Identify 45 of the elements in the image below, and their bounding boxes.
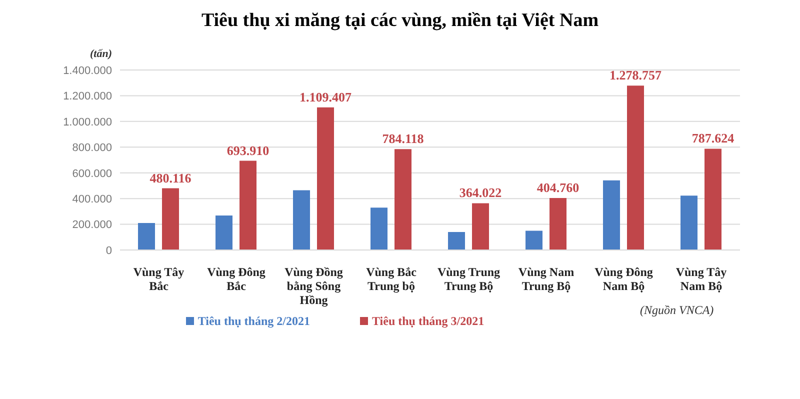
y-tick-label: 800.000 <box>72 142 112 154</box>
y-tick-label: 600.000 <box>72 168 112 180</box>
bar <box>317 107 334 250</box>
bar <box>293 190 310 250</box>
x-tick-label: Vùng Đông Bắc <box>207 265 266 293</box>
data-label: 1.109.407 <box>300 89 352 104</box>
y-tick-label: 1.200.000 <box>63 90 112 103</box>
bar <box>370 208 388 250</box>
bar <box>240 160 256 250</box>
x-tick-label: Vùng Đông Nam Bộ <box>594 265 653 293</box>
text: (Nguồn VNCA) <box>640 303 714 318</box>
legend-label: Tiêu thụ tháng 3/2021 <box>372 314 484 328</box>
x-tick-label: Vùng Tây Bắc <box>133 265 184 293</box>
x-tick-label: Vùng Nam Trung Bộ <box>518 265 574 293</box>
data-label: 784.118 <box>382 131 424 146</box>
x-tick-label: Vùng Tây Nam Bộ <box>676 265 727 293</box>
legend-label: Tiêu thụ tháng 2/2021 <box>198 314 310 328</box>
chart-title: Tiêu thụ xi măng tại các vùng, miền tại Việt Nam <box>200 10 600 32</box>
bar <box>162 188 179 250</box>
bar <box>448 232 465 250</box>
x-tick-label: Vùng Đồng bằng Sông Hồng <box>284 265 343 307</box>
y-tick-label: 200.000 <box>72 219 112 232</box>
bar <box>680 196 698 250</box>
data-label: 480.116 <box>150 170 192 186</box>
data-label: 693.910 <box>226 142 270 158</box>
bar <box>704 148 722 250</box>
y-tick-label: 1.000.000 <box>63 116 112 128</box>
x-tick-label: Vùng Trung Trung Bộ <box>437 265 500 293</box>
data-label: 787.624 <box>692 130 735 146</box>
y-axis-title: (tấn) <box>90 48 112 60</box>
bar <box>216 216 232 250</box>
data-label: 364.022 <box>459 185 502 200</box>
data-label: 404.760 <box>536 180 580 195</box>
bar <box>603 180 620 250</box>
data-label: 1.278.757 <box>610 68 662 83</box>
bar <box>526 230 542 250</box>
bar <box>394 149 412 250</box>
bar <box>472 203 489 250</box>
x-tick-label: Vùng Bắc Trung bộ <box>366 265 418 293</box>
y-tick-label: 1.400.000 <box>63 64 112 77</box>
bar <box>138 223 155 250</box>
y-tick-label: 0 <box>106 244 112 257</box>
bar <box>627 86 644 250</box>
y-tick-label: 400.000 <box>72 193 112 206</box>
bar <box>550 198 566 250</box>
